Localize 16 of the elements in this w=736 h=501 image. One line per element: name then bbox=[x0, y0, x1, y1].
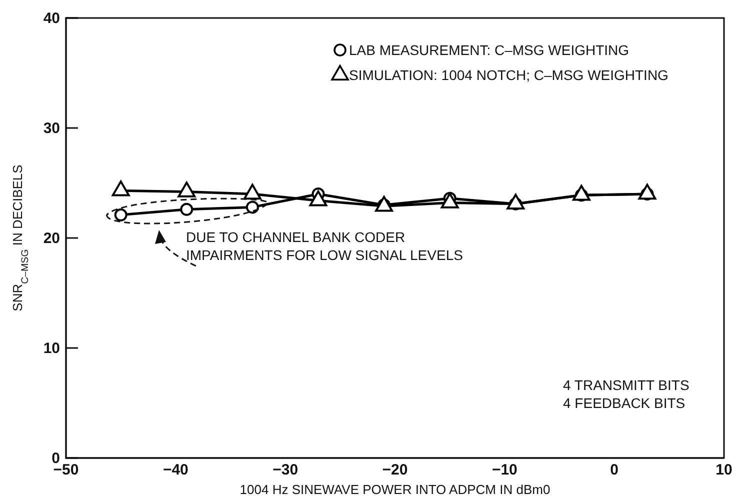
y-tick-label: 10 bbox=[43, 340, 60, 357]
x-tick-label: 10 bbox=[716, 462, 732, 479]
annotation: DUE TO CHANNEL BANK CODER IMPAIRMENTS FOR LOW SIGNAL LEVELS bbox=[186, 229, 463, 263]
x-tick-label: −40 bbox=[162, 462, 188, 479]
y-tick-label: 0 bbox=[52, 450, 60, 467]
x-axis-title: 1004 Hz SINEWAVE POWER INTO ADPCM IN dBm0 bbox=[240, 482, 550, 497]
x-tick-label: 0 bbox=[610, 462, 619, 479]
y-tick-label: 20 bbox=[43, 230, 60, 247]
legend-label: SIMULATION: 1004 NOTCH; C–MSG WEIGHTING bbox=[349, 67, 668, 83]
x-tick-label: −10 bbox=[492, 462, 518, 479]
y-tick-label: 40 bbox=[43, 10, 60, 27]
x-tick-label: −20 bbox=[382, 462, 408, 479]
annotation: 4 TRANSMITT BITS 4 FEEDBACK BITS bbox=[563, 377, 690, 411]
x-tick-label: −30 bbox=[272, 462, 298, 479]
legend-label: LAB MEASUREMENT: C–MSG WEIGHTING bbox=[349, 42, 630, 58]
y-tick-label: 30 bbox=[43, 120, 60, 137]
